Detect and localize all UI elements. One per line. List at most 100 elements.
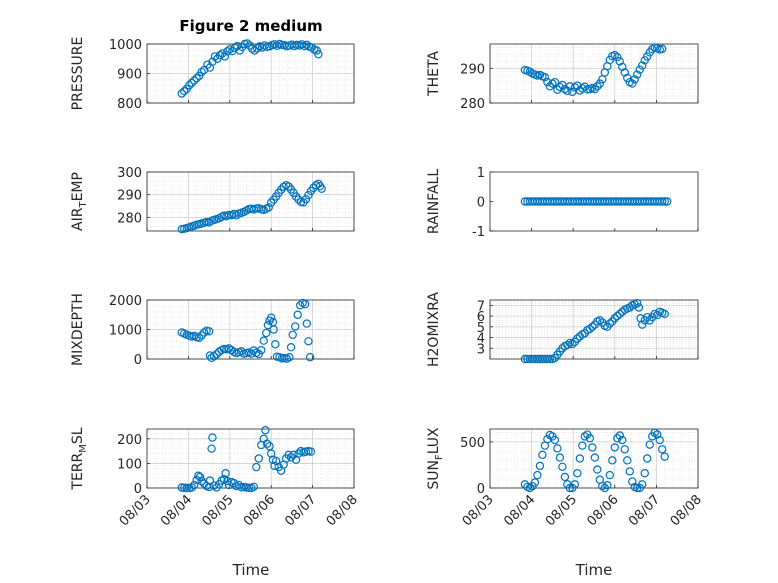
- x-tick-label: 08/03: [117, 492, 154, 529]
- data-point: [560, 472, 570, 482]
- plot-area: [490, 44, 698, 103]
- data-point: [535, 461, 545, 471]
- data-point: [638, 61, 647, 70]
- y-tick-label: 100: [117, 457, 142, 472]
- data-point: [225, 45, 234, 54]
- y-tick-label: 300: [117, 166, 142, 181]
- data-point: [215, 51, 225, 60]
- data-point: [588, 443, 597, 452]
- data-point: [558, 462, 567, 471]
- data-point: [633, 70, 642, 79]
- data-point: [545, 82, 555, 91]
- data-point: [234, 480, 244, 490]
- data-point: [660, 309, 669, 319]
- data-point: [288, 330, 297, 340]
- data-point: [628, 477, 637, 486]
- data-point: [301, 195, 311, 204]
- data-point: [590, 84, 600, 94]
- panel-theta: 280 290 THETA: [426, 43, 699, 112]
- data-point: [633, 299, 642, 308]
- y-tick-label: 290: [117, 189, 142, 204]
- data-point: [182, 483, 191, 493]
- data-point: [306, 447, 316, 456]
- data-point: [208, 433, 217, 442]
- x-tick-label: 08/05: [543, 492, 580, 529]
- data-point: [317, 184, 326, 193]
- data-point: [271, 340, 280, 349]
- data-point: [269, 325, 278, 334]
- data-point: [655, 435, 664, 445]
- data-point: [194, 333, 204, 342]
- data-point: [297, 40, 307, 49]
- panel-air_temp: 280 290 300 AIRTEMP: [70, 166, 355, 234]
- data-point: [204, 327, 214, 336]
- data-point: [550, 77, 560, 87]
- data-point: [658, 197, 667, 206]
- data-point: [262, 328, 271, 338]
- data-point: [610, 50, 620, 60]
- data-point: [600, 483, 610, 493]
- data-point: [525, 67, 535, 76]
- data-point: [578, 441, 587, 450]
- x-tick-label: 08/08: [668, 492, 705, 529]
- data-point: [553, 444, 562, 453]
- data-point: [630, 75, 639, 84]
- y-tick-label: 0: [134, 482, 142, 497]
- y-tick-label: 280: [117, 211, 142, 226]
- panel-mixdepth: 0 1000 2000 MIXDEPTH: [70, 293, 355, 368]
- data-point: [267, 449, 276, 458]
- data-point: [545, 354, 555, 364]
- data-point: [643, 52, 652, 61]
- y-tick-label: 290: [460, 62, 485, 77]
- data-point: [252, 44, 262, 53]
- data-point: [593, 82, 602, 91]
- data-point: [192, 74, 201, 83]
- data-point: [259, 336, 268, 345]
- data-point: [185, 81, 194, 90]
- data-point: [284, 450, 293, 460]
- data-point: [635, 65, 644, 74]
- data-point: [264, 203, 273, 212]
- y-axis-label: PRESSURE: [70, 37, 86, 111]
- data-point: [658, 445, 667, 454]
- y-tick-label: 7: [477, 299, 485, 314]
- data-point: [291, 322, 300, 331]
- data-point: [615, 431, 624, 440]
- x-tick-label: 08/03: [460, 492, 497, 529]
- data-point: [620, 445, 629, 454]
- data-point: [628, 79, 637, 88]
- data-point: [267, 313, 276, 322]
- data-point: [180, 86, 189, 96]
- data-point: [233, 41, 242, 51]
- data-point: [660, 452, 669, 461]
- data-point: [189, 480, 199, 490]
- data-point: [285, 353, 294, 362]
- y-tick-label: 0: [477, 482, 485, 497]
- data-point: [605, 470, 615, 480]
- data-point: [570, 480, 580, 489]
- y-tick-label: 5: [477, 321, 485, 336]
- plot-area: [147, 172, 354, 231]
- y-tick-label: 800: [117, 97, 142, 112]
- x-axis-label-left: Time: [232, 561, 270, 579]
- plot-area: [147, 429, 354, 488]
- x-tick-label: 08/08: [324, 492, 361, 529]
- data-point: [595, 316, 605, 325]
- data-point: [555, 453, 565, 462]
- data-point: [187, 483, 196, 492]
- data-point: [585, 434, 595, 443]
- data-point: [252, 462, 261, 472]
- data-point: [615, 309, 624, 319]
- data-point: [610, 443, 620, 452]
- data-point: [598, 481, 607, 491]
- data-point: [254, 454, 263, 463]
- data-point: [197, 67, 206, 77]
- data-point: [209, 352, 219, 361]
- data-point: [660, 197, 669, 206]
- data-point: [593, 465, 602, 474]
- data-point: [568, 339, 577, 349]
- x-tick-label: 08/04: [158, 492, 195, 529]
- data-point: [618, 435, 627, 445]
